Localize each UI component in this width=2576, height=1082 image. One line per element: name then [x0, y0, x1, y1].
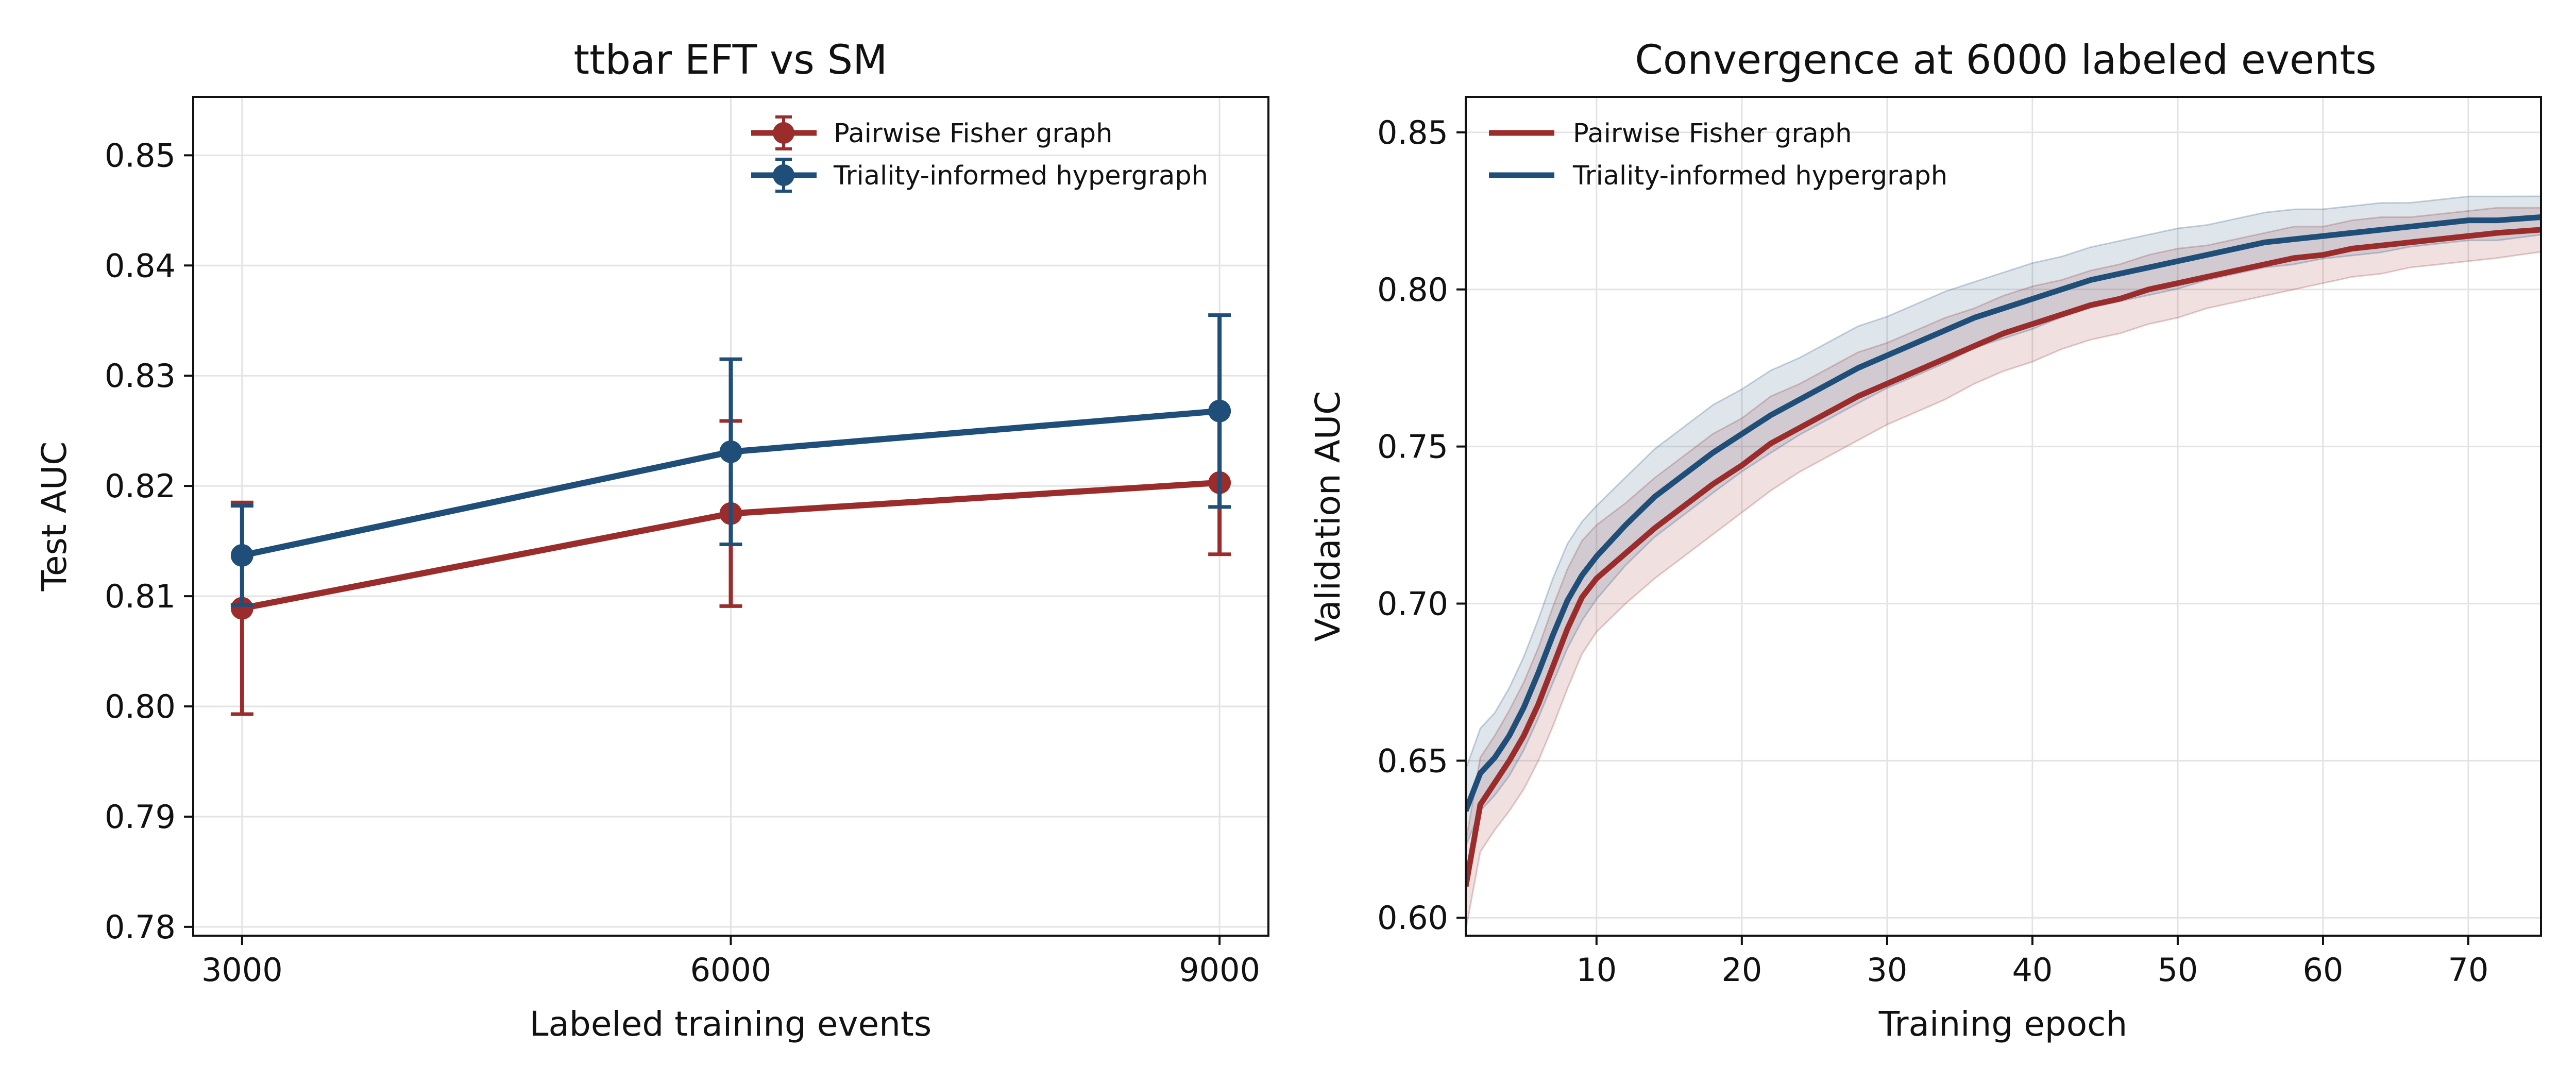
series-line-pairwise-fisher	[1466, 227, 2541, 887]
confidence-band	[1466, 195, 2541, 847]
data-point	[1208, 399, 1231, 422]
y-tick-label: 0.78	[105, 908, 176, 946]
x-tick-label: 9000	[1179, 951, 1260, 989]
data-point	[719, 440, 742, 463]
grid-lines	[1466, 97, 2541, 936]
series-triality-hypergraph	[230, 313, 1231, 607]
chart-title: ttbar EFT vs SM	[574, 37, 888, 83]
legend-label: Triality-informed hypergraph	[833, 161, 1208, 191]
legend-swatch-marker	[773, 122, 794, 144]
y-tick-label: 0.84	[105, 247, 176, 284]
plot-marks	[1466, 195, 2541, 931]
x-tick-label: 20	[1721, 951, 1762, 989]
y-tick-label: 0.80	[105, 688, 176, 725]
legend-label: Pairwise Fisher graph	[1573, 119, 1852, 149]
legend-label: Triality-informed hypergraph	[1572, 161, 1947, 191]
legend-swatch-marker	[773, 164, 794, 186]
x-tick-label: 60	[2303, 951, 2344, 989]
y-tick-label: 0.79	[105, 798, 176, 836]
y-tick-label: 0.60	[1377, 899, 1448, 937]
y-tick-label: 0.80	[1377, 271, 1448, 309]
x-tick-label: 10	[1576, 951, 1617, 989]
legend: Pairwise Fisher graph Triality-informed …	[751, 115, 1208, 193]
x-tick-label: 6000	[690, 951, 772, 989]
chart-title: Convergence at 6000 labeled events	[1635, 37, 2376, 83]
legend: Pairwise Fisher graph Triality-informed …	[1489, 119, 1947, 191]
confidence-band	[1466, 207, 2541, 931]
legend-entry-pairwise-fisher: Pairwise Fisher graph	[1489, 119, 1852, 149]
x-tick-label: 70	[2448, 951, 2489, 989]
y-tick-label: 0.81	[105, 578, 176, 615]
plot-marks	[230, 313, 1231, 716]
y-tick-label: 0.65	[1377, 742, 1448, 780]
x-tick-label: 30	[1867, 951, 1907, 989]
axis-ticks: 10 20 30 40 50 60 70 0.60 0.65 0.70 0.75 0.80 0.85	[1377, 114, 2488, 989]
legend-entry-triality-hypergraph: Triality-informed hypergraph	[1489, 161, 1947, 191]
data-point	[230, 544, 253, 567]
x-axis-label: Labeled training events	[530, 1004, 932, 1044]
y-axis-label: Test AUC	[35, 442, 74, 592]
y-tick-label: 0.75	[1377, 428, 1448, 466]
y-axis-label: Validation AUC	[1308, 391, 1348, 641]
x-tick-label: 50	[2157, 951, 2198, 989]
plot-frame	[1465, 96, 2542, 937]
legend-entry-triality-hypergraph: Triality-informed hypergraph	[751, 158, 1208, 193]
chart-test-auc: ttbar EFT vs SM 3000 6000 9000 0.78 0.79 0.80…	[35, 37, 1269, 1044]
y-tick-label: 0.83	[105, 357, 176, 395]
chart-convergence: Convergence at 6000 labeled events 10 20 3…	[1308, 37, 2542, 1044]
x-tick-label: 3000	[201, 951, 283, 989]
series-line-triality-hypergraph	[1466, 214, 2541, 812]
x-axis-label: Training epoch	[1878, 1004, 2127, 1044]
y-tick-label: 0.82	[105, 467, 176, 505]
data-point	[230, 597, 253, 620]
y-tick-label: 0.85	[1377, 114, 1448, 151]
legend-label: Pairwise Fisher graph	[834, 119, 1112, 149]
x-tick-label: 40	[2012, 951, 2053, 989]
legend-entry-pairwise-fisher: Pairwise Fisher graph	[751, 115, 1112, 150]
y-tick-label: 0.85	[105, 137, 176, 174]
y-tick-label: 0.70	[1377, 585, 1448, 623]
axis-ticks: 3000 6000 9000 0.78 0.79 0.80 0.81 0.82 0.83 0.84…	[105, 137, 1260, 989]
